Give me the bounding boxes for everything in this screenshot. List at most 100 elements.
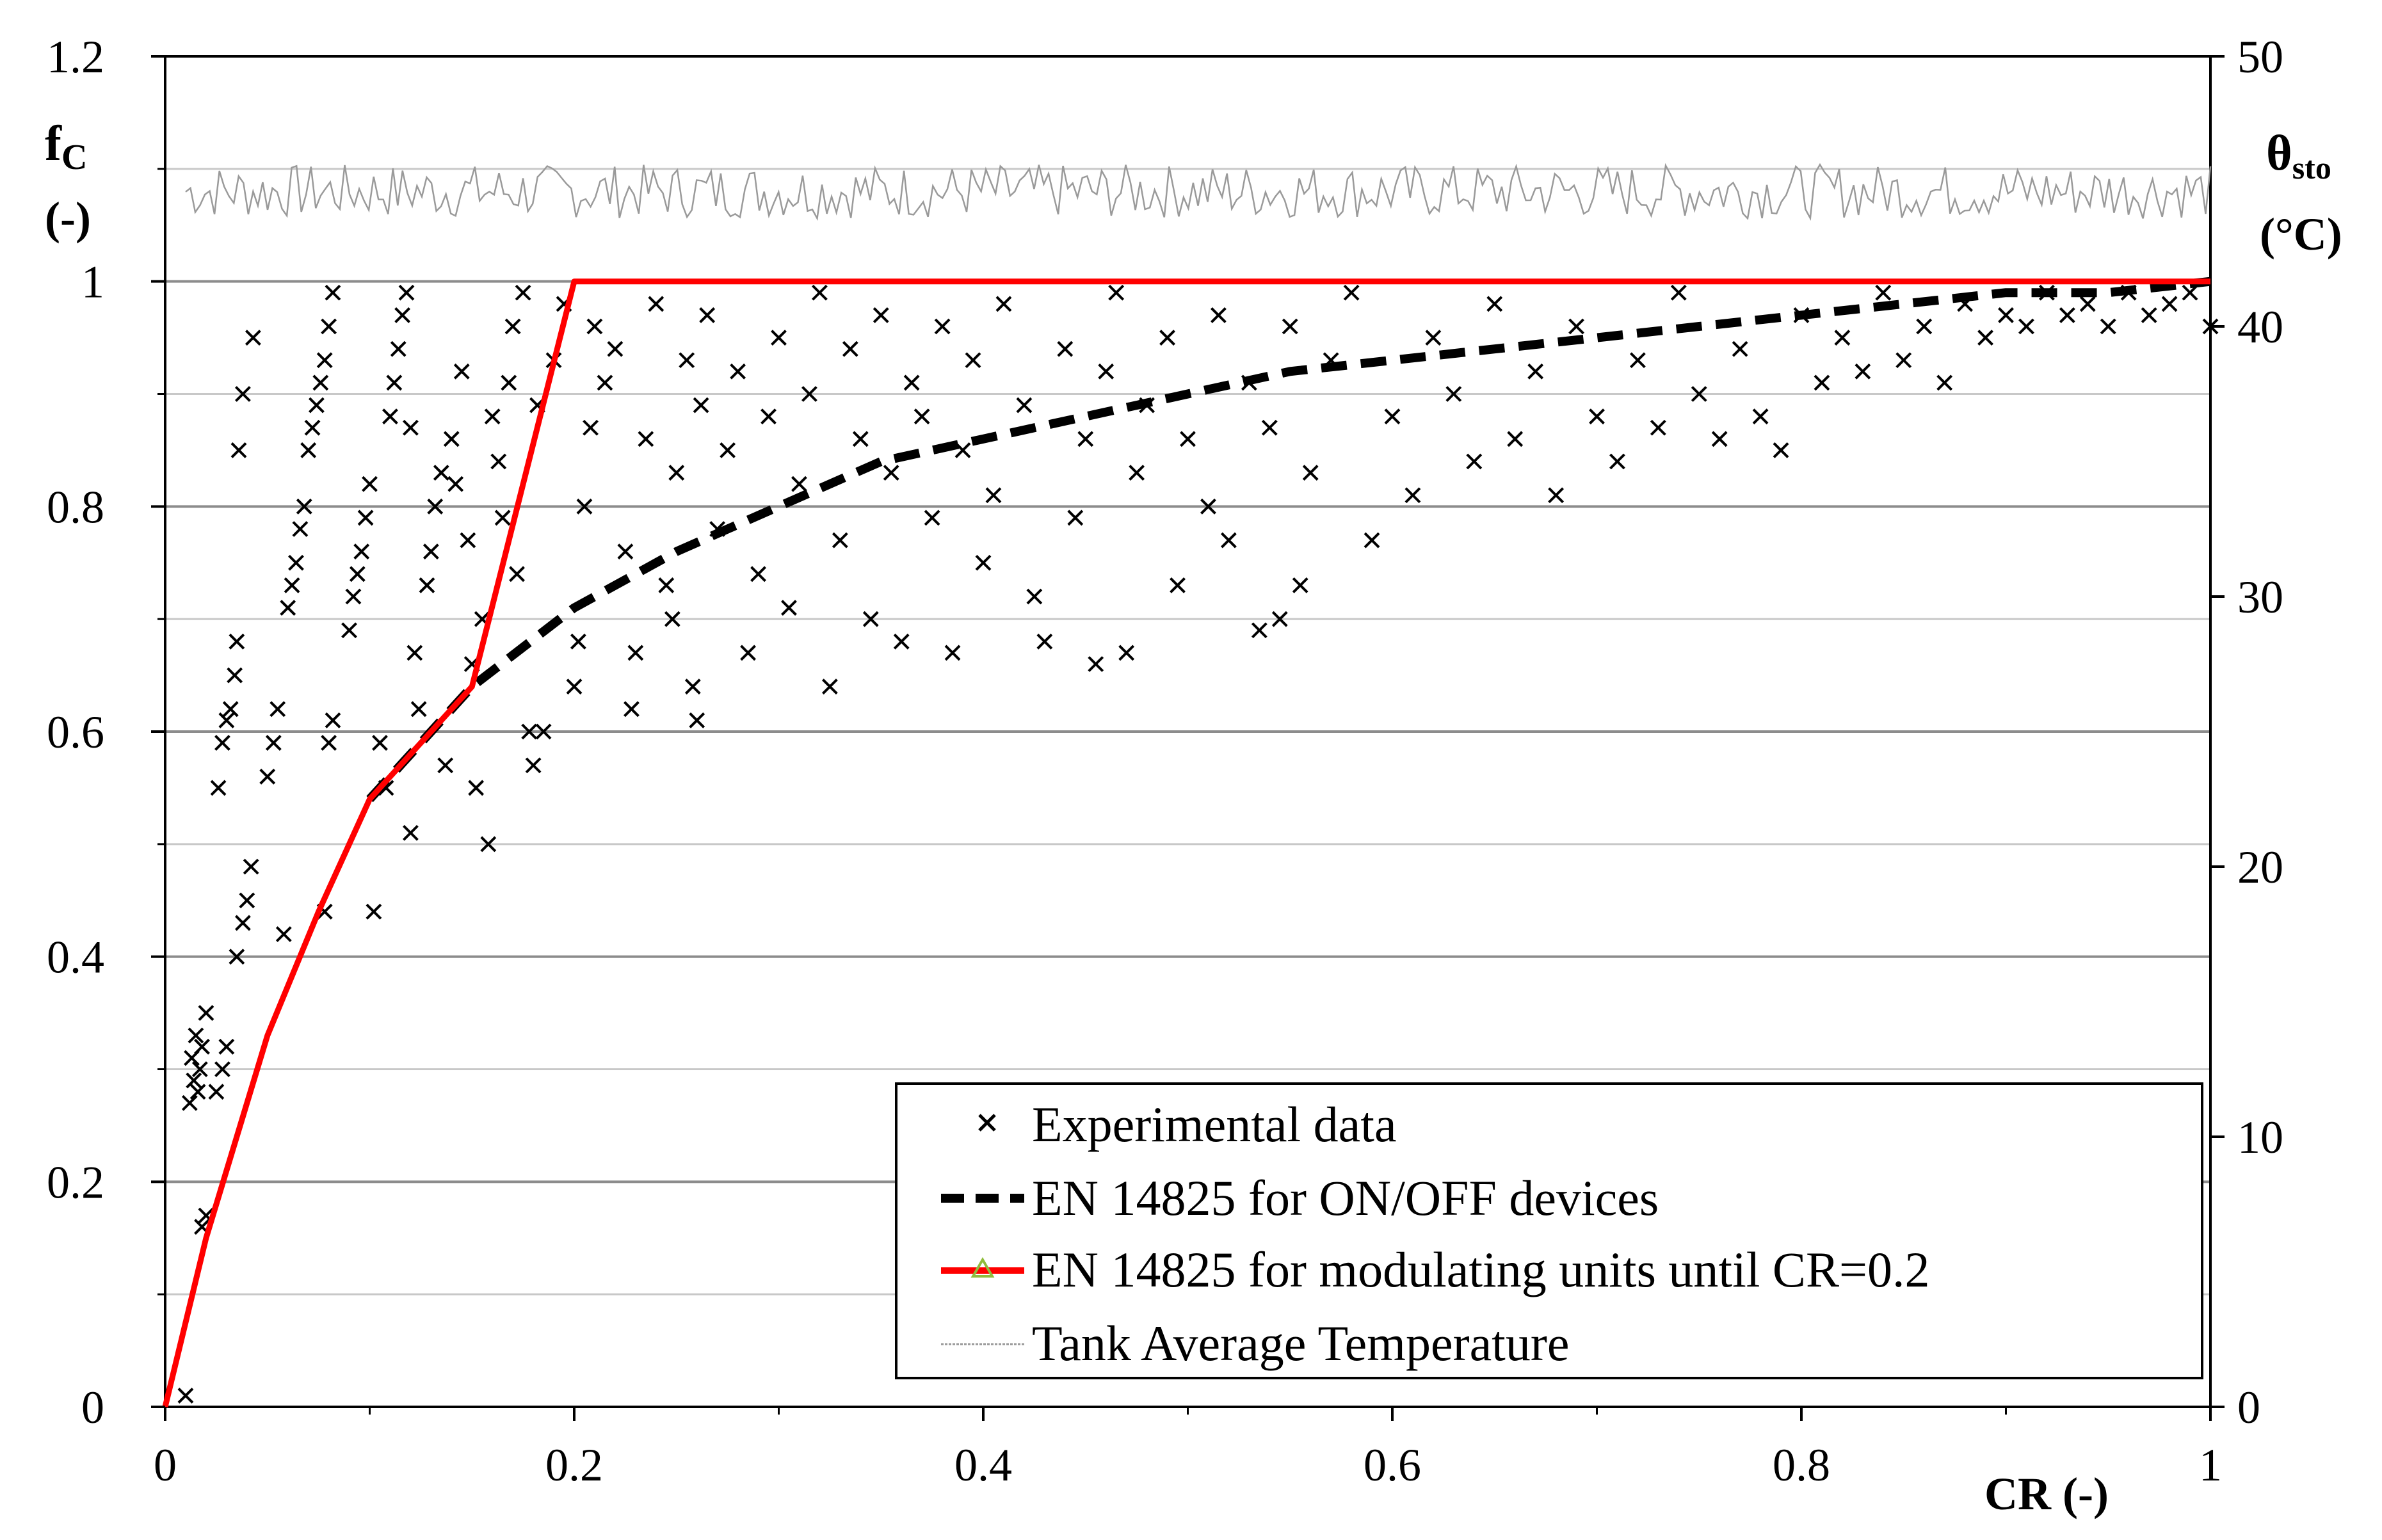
experimental-point [1875,284,1892,301]
experimental-point [515,284,531,301]
experimental-point-stroke [1977,330,1993,346]
legend-label-tank: Tank Average Temperature [1032,1315,1569,1371]
experimental-point [275,926,292,942]
experimental-point-stroke [791,476,807,492]
experimental-point-stroke [913,408,930,425]
experimental-point-stroke [1589,408,1605,425]
x-tick-label: 0 [154,1440,177,1491]
experimental-point [2100,318,2116,335]
experimental-point-stroke [341,622,357,639]
experimental-point [535,723,552,740]
experimental-point-stroke [309,397,325,413]
experimental-point-stroke [1404,487,1421,504]
experimental-point [750,566,766,582]
experimental-point-stroke [349,566,366,582]
experimental-point-stroke [954,442,971,458]
legend: Experimental data EN 14825 for ON/OFF de… [895,1082,2203,1379]
experimental-point [437,757,454,774]
experimental-point-stroke [427,498,444,515]
experimental-point-stroke [750,566,766,582]
experimental-point [627,645,644,661]
experimental-point-stroke [316,903,333,920]
experimental-point [398,284,415,301]
y-left-tick-label: 0.8 [47,481,104,533]
experimental-point-stroke [1916,318,1933,335]
experimental-point [443,431,460,447]
tank-temperature-line [185,163,2212,221]
experimental-point-stroke [1343,284,1360,301]
experimental-point-stroke [684,678,701,695]
experimental-point-stroke [1016,397,1033,413]
experimental-point-stroke [597,374,613,391]
experimental-point [1998,307,2014,323]
experimental-point-stroke [181,1095,198,1111]
experimental-point-stroke [1855,363,1871,380]
legend-item-tank: Tank Average Temperature [941,1315,1569,1371]
experimental-point [504,318,521,335]
experimental-point [177,1388,194,1404]
experimental-point [229,949,245,965]
legend-item-onoff: EN 14825 for ON/OFF devices [941,1170,1659,1226]
experimental-point [1609,453,1625,470]
experimental-point-stroke [1650,419,1666,436]
experimental-point-stroke [965,352,981,369]
experimental-point [410,701,427,718]
experimental-point-stroke [1752,408,1769,425]
experimental-point [509,566,525,582]
experimental-point-stroke [658,577,675,593]
experimental-point [1732,341,1748,357]
experimental-point-stroke [422,543,439,560]
onoff-curve [366,277,2211,803]
experimental-point [1036,633,1053,650]
experimental-point-stroke [494,509,511,526]
y-left-tick-label: 0 [81,1382,104,1433]
experimental-point-stroke [312,374,329,391]
y-right-label: θsto [2266,125,2331,186]
experimental-point [1486,296,1503,312]
experimental-point-stroke [372,735,388,751]
experimental-point-stroke [624,701,640,718]
experimental-point [1855,363,1871,380]
experimental-point-stroke [2182,284,2198,301]
x-tick-label: 0.6 [1364,1440,1421,1491]
experimental-point [1271,611,1288,627]
experimental-point [288,554,304,571]
experimental-point-stroke [1670,284,1687,301]
experimental-point [1220,532,1237,549]
experimental-point-stroke [586,318,603,335]
experimental-point [325,284,341,301]
experimental-point-stroke [1118,645,1135,661]
experimental-point [1548,487,1565,504]
experimental-point-stroke [1691,386,1707,402]
experimental-point-stroke [679,352,695,369]
experimental-point-stroke [521,723,538,740]
experimental-point [903,374,920,391]
experimental-point-stroke [842,341,858,357]
experimental-point-stroke [1445,386,1462,402]
experimental-point-stroke [229,949,245,965]
experimental-point [924,509,940,526]
experimental-point [484,408,501,425]
experimental-point [679,352,695,369]
experimental-point [1364,532,1380,549]
experimental-point-stroke [280,600,296,616]
experimental-point [583,419,599,436]
experimental-point [406,645,423,661]
experimental-point-stroke [245,330,261,346]
experimental-point-stroke [509,566,525,582]
experimental-point-stroke [1129,465,1145,481]
experimental-point-stroke [811,284,828,301]
experimental-point [1261,419,1278,436]
experimental-point [566,678,583,695]
experimental-point-stroke [1159,330,1175,346]
experimental-point [325,712,341,728]
experimental-point [699,307,716,323]
experimental-point [576,498,593,515]
y-right-tick-label: 10 [2237,1112,2283,1163]
experimental-point-stroke [222,701,239,718]
experimental-point [2018,318,2034,335]
experimental-point-stroke [191,1061,208,1077]
experimental-point-stroke [259,768,276,785]
axes: 0 0.2 0.4 0.6 0.8 1 1.2 0 10 20 30 40 50 0 0.2 0.4 0.6 0.… [47,31,2283,1491]
experimental-point-stroke [1098,363,1115,380]
